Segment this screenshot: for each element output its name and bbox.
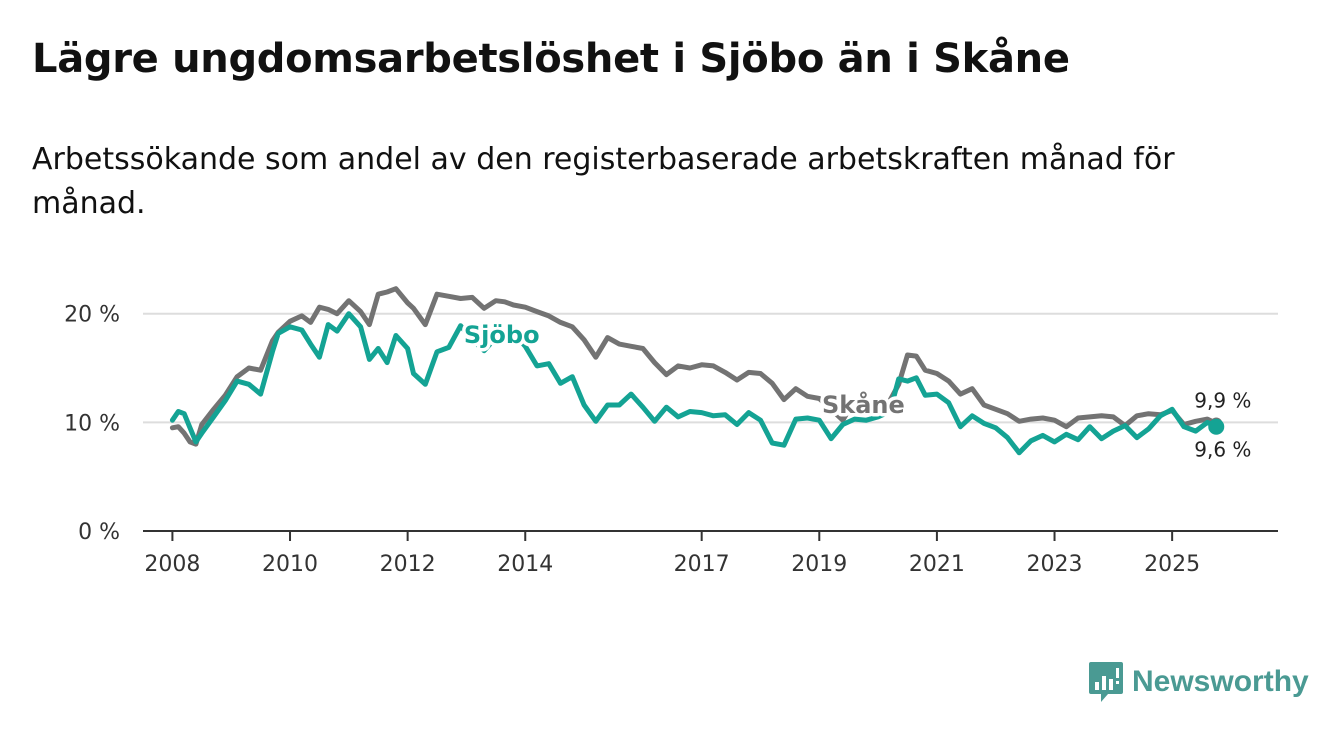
x-tick-label: 2010 [262, 552, 318, 577]
y-tick-label: 0 % [78, 520, 120, 545]
axes: 0 % 10 % 20 % 2008 2010 2012 2014 2017 2019 2021 2… [64, 303, 1278, 577]
x-tick-label: 2014 [497, 552, 553, 577]
newsworthy-bar-chart-icon [1089, 662, 1123, 702]
series-line-skane [169, 286, 1219, 447]
y-tick-label: 10 % [64, 411, 120, 436]
end-marker-sjobo [1208, 418, 1225, 435]
x-tick-label: 2012 [380, 552, 436, 577]
newsworthy-logo: Newsworthy [1088, 660, 1309, 704]
series-lines [169, 286, 1225, 456]
y-tick-label: 20 % [64, 303, 120, 328]
series-label-skane-halo: Skåne [822, 390, 905, 419]
x-tick-label: 2023 [1027, 552, 1083, 577]
series-line-sjobo [169, 311, 1219, 456]
logo-text: Newsworthy [1132, 665, 1309, 698]
chart-title: Lägre ungdomsarbetslöshet i Sjöbo än i S… [32, 36, 1070, 82]
x-tick-label: 2019 [791, 552, 847, 577]
chart-subtitle: Arbetssökande som andel av den registerb… [32, 142, 1175, 221]
series-label-skane: Skåne [822, 390, 905, 419]
series-label-sjobo-halo: Sjöbo [464, 321, 540, 349]
x-tick-label: 2017 [674, 552, 730, 577]
x-tick-label: 2025 [1144, 552, 1200, 577]
x-tick-label: 2021 [909, 552, 965, 577]
x-tick-label: 2008 [144, 552, 200, 577]
end-label-sjobo: 9,6 % [1194, 438, 1251, 462]
series-label-sjobo: Sjöbo [464, 321, 540, 349]
end-label-skane: 9,9 % [1194, 388, 1251, 412]
